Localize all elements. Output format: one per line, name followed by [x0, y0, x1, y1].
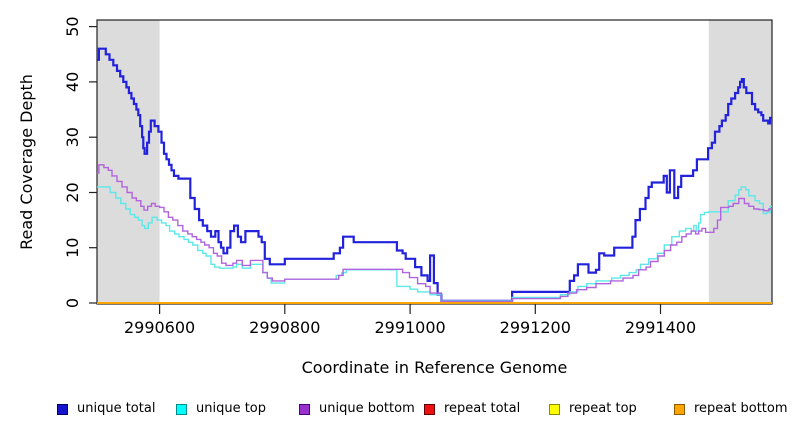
y-axis-title: Read Coverage Depth	[17, 74, 36, 250]
x-tick-label: 2991200	[500, 318, 571, 337]
x-tick-label: 2991400	[625, 318, 696, 337]
series-line-unique-bottom	[97, 164, 772, 302]
x-tick-label: 2991000	[374, 318, 445, 337]
plot-box	[96, 19, 773, 305]
y-tick-label: 20	[63, 182, 82, 202]
y-tick-label: 30	[63, 127, 82, 147]
shaded-region	[97, 20, 160, 304]
shaded-region	[708, 20, 772, 304]
y-tick-label: 0	[63, 298, 82, 308]
y-tick-label: 10	[63, 238, 82, 258]
series-line-unique-total	[97, 47, 772, 302]
y-tick-label: 40	[63, 72, 82, 92]
x-tick-label: 2990600	[124, 318, 195, 337]
y-tick-label: 50	[63, 16, 82, 36]
x-axis-title: Coordinate in Reference Genome	[301, 358, 568, 377]
x-tick-label: 2990800	[249, 318, 320, 337]
series-line-unique-top	[97, 186, 772, 302]
